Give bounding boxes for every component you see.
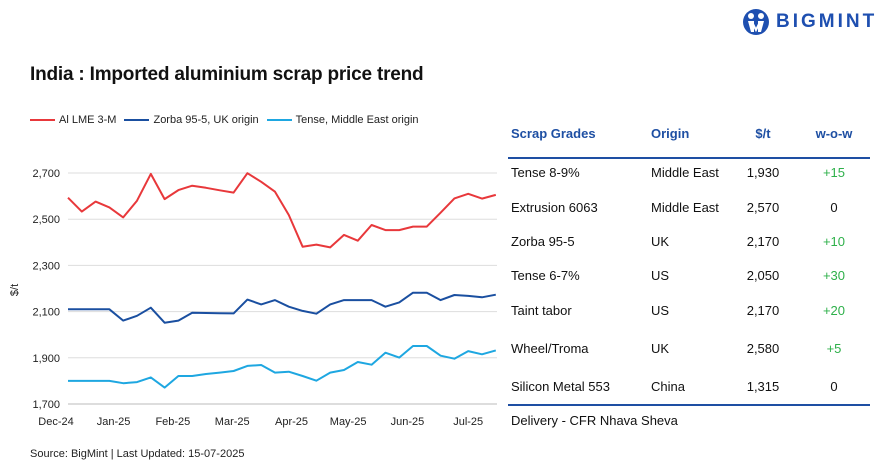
x-tick-label: Feb-25 [155, 416, 190, 428]
bigmint-logo-text: BIGMINT [776, 11, 878, 32]
y-tick-label: 2,500 [32, 214, 60, 226]
table-row: Taint tabor US 2,170 +20 [508, 303, 870, 323]
price-cell: 2,170 [746, 303, 780, 318]
legend-swatch [266, 119, 292, 121]
header-divider [508, 157, 870, 159]
chart-legend: Al LME 3-M Zorba 95-5, UK origin Tense, … [30, 114, 419, 126]
series-line-0 [67, 172, 497, 249]
legend-item-zorba: Zorba 95-5, UK origin [124, 114, 259, 126]
legend-swatch [30, 119, 55, 121]
x-tick-label: May-25 [330, 416, 367, 428]
table-footnote: Delivery - CFR Nhava Sheva [508, 413, 870, 433]
table-row: Silicon Metal 553 China 1,315 0 [508, 379, 870, 399]
bigmint-logo-icon [743, 9, 769, 35]
price-cell: 2,570 [746, 200, 780, 215]
grade-cell: Wheel/Troma [511, 341, 589, 356]
column-header: $/t [755, 126, 771, 141]
bigmint-logo: BIGMINT [742, 8, 877, 36]
grade-cell: Tense 8-9% [511, 165, 580, 180]
x-tick-label: Jun-25 [391, 416, 425, 428]
legend-item-tense: Tense, Middle East origin [266, 114, 419, 126]
origin-cell: China [651, 379, 685, 394]
line-chart: 1,700 1,900 2,100 2,300 2,500 2,700 Dec-24 Jan-… [9, 168, 497, 428]
legend-swatch [124, 119, 150, 121]
price-cell: 1,930 [746, 165, 780, 180]
origin-cell: Middle East [651, 200, 719, 215]
y-tick-label: 1,900 [32, 353, 60, 365]
source-note: Source: BigMint | Last Updated: 15-07-20… [30, 448, 245, 460]
y-tick-label: 2,100 [32, 307, 60, 319]
grade-cell: Tense 6-7% [511, 268, 580, 283]
wow-cell: +30 [822, 268, 846, 283]
column-header: Origin [651, 126, 690, 141]
wow-cell: +15 [822, 165, 846, 180]
price-cell: 1,315 [746, 379, 780, 394]
origin-cell: Middle East [651, 165, 719, 180]
wow-cell: 0 [830, 200, 838, 215]
table-header: Scrap Grades Origin $/t w-o-w [508, 126, 870, 146]
table-row: Tense 6-7% US 2,050 +30 [508, 268, 870, 288]
price-cell: 2,050 [746, 268, 780, 283]
wow-cell: 0 [830, 379, 838, 394]
table-row: Wheel/Troma UK 2,580 +5 [508, 341, 870, 361]
origin-cell: US [651, 303, 670, 318]
x-tick-label: Apr-25 [275, 416, 308, 428]
x-tick-label: Mar-25 [215, 416, 250, 428]
price-cell: 2,580 [746, 341, 780, 356]
legend-item-lme: Al LME 3-M [30, 114, 116, 126]
y-tick-label: 1,700 [32, 399, 60, 411]
series-line-2 [68, 345, 497, 389]
x-tick-label: Jul-25 [453, 416, 483, 428]
column-header: w-o-w [815, 126, 853, 141]
legend-label: Tense, Middle East origin [295, 114, 419, 126]
table-row: Zorba 95-5 UK 2,170 +10 [508, 234, 870, 254]
x-tick-label: Jan-25 [97, 416, 131, 428]
table-row: Extrusion 6063 Middle East 2,570 0 [508, 200, 870, 220]
wow-cell: +10 [822, 234, 846, 249]
grade-cell: Silicon Metal 553 [511, 379, 610, 394]
y-tick-label: 2,300 [32, 260, 60, 272]
grade-cell: Zorba 95-5 [511, 234, 575, 249]
price-cell: 2,170 [746, 234, 780, 249]
origin-cell: US [651, 268, 670, 283]
origin-cell: UK [651, 341, 670, 356]
table-row: Tense 8-9% Middle East 1,930 +15 [508, 165, 870, 185]
y-tick-label: 2,700 [32, 168, 60, 180]
delivery-note: Delivery - CFR Nhava Sheva [511, 413, 678, 428]
x-tick-label: Dec-24 [38, 416, 73, 428]
column-header: Scrap Grades [511, 126, 596, 141]
origin-cell: UK [651, 234, 670, 249]
y-axis-label: $/t [9, 284, 21, 296]
chart-title: India : Imported aluminium scrap price t… [30, 64, 424, 85]
wow-cell: +20 [822, 303, 846, 318]
legend-label: Al LME 3-M [59, 114, 117, 126]
wow-cell: +5 [826, 341, 842, 356]
legend-label: Zorba 95-5, UK origin [153, 114, 259, 126]
series-line-1 [68, 291, 496, 324]
grade-cell: Taint tabor [511, 303, 572, 318]
grade-cell: Extrusion 6063 [511, 200, 598, 215]
table-bottom-divider [508, 404, 870, 406]
